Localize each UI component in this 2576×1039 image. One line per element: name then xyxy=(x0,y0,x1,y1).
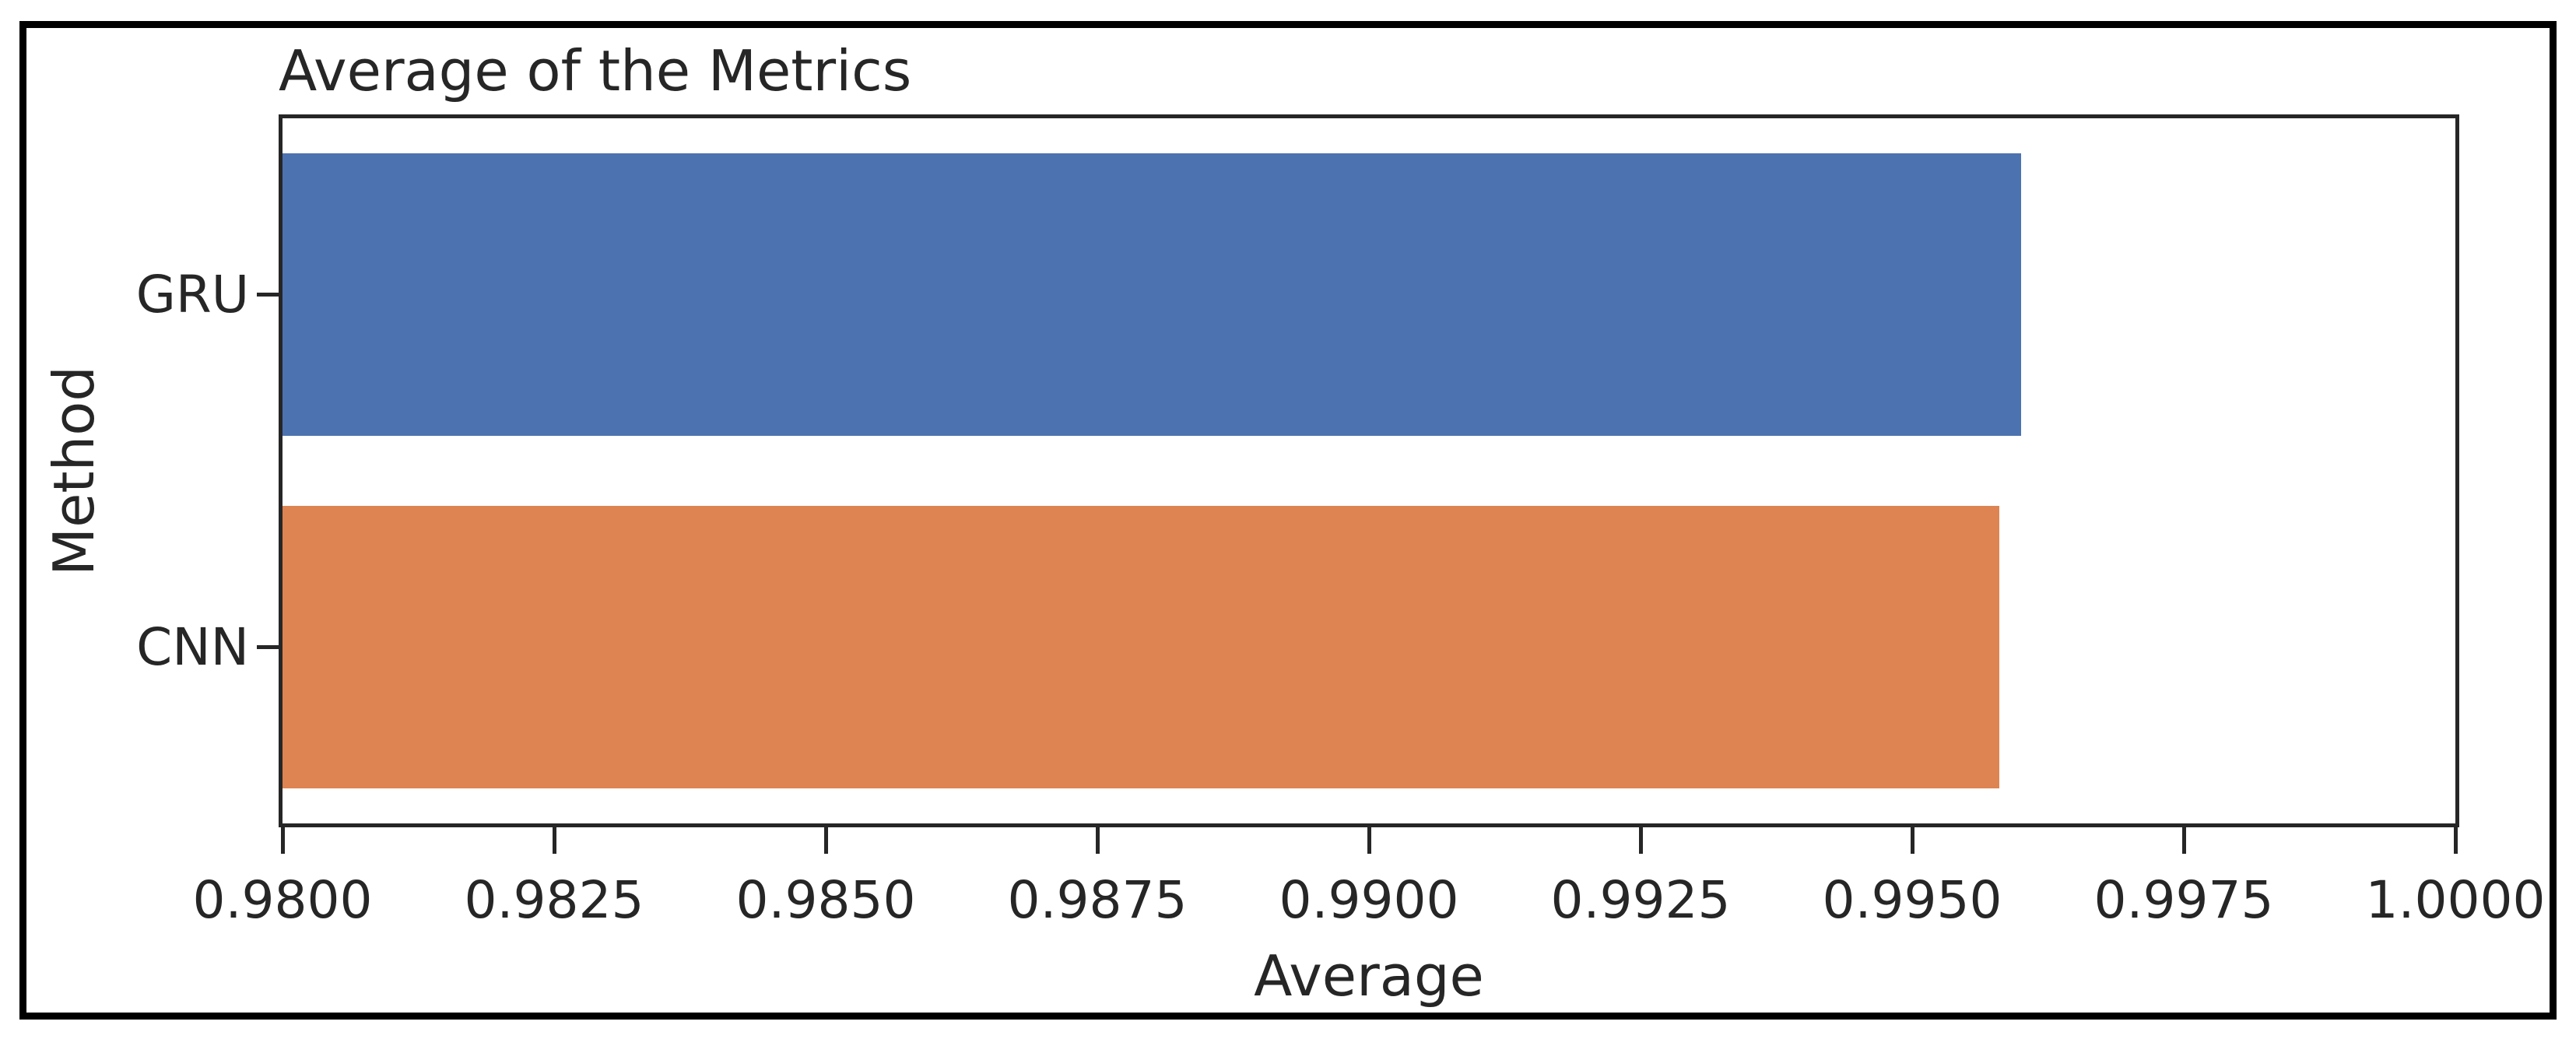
chart-title: Average of the Metrics xyxy=(279,38,912,104)
x-tick-label: 1.0000 xyxy=(2365,870,2546,930)
x-tick xyxy=(2181,827,2186,854)
x-tick xyxy=(552,827,556,854)
x-tick xyxy=(1367,827,1371,854)
x-tick xyxy=(823,827,828,854)
bar-gru xyxy=(283,153,2021,436)
x-axis-title: Average xyxy=(1254,943,1484,1009)
y-tick-label-gru: GRU xyxy=(135,264,249,325)
y-tick xyxy=(257,293,279,297)
x-tick-label: 0.9925 xyxy=(1550,870,1731,930)
bar-cnn xyxy=(283,506,1999,788)
x-tick-label: 0.9800 xyxy=(192,870,373,930)
x-tick xyxy=(280,827,285,854)
x-tick-label: 0.9850 xyxy=(735,870,916,930)
x-tick-label: 0.9975 xyxy=(2093,870,2274,930)
x-tick xyxy=(2453,827,2458,854)
y-tick-label-cnn: CNN xyxy=(136,616,249,677)
x-tick xyxy=(1095,827,1100,854)
x-tick-label: 0.9875 xyxy=(1007,870,1188,930)
y-tick xyxy=(257,645,279,649)
x-tick-label: 0.9900 xyxy=(1279,870,1459,930)
x-tick xyxy=(1910,827,1914,854)
x-tick-label: 0.9950 xyxy=(1822,870,2002,930)
x-tick xyxy=(1638,827,1643,854)
figure-border xyxy=(19,21,2557,1020)
x-tick-label: 0.9825 xyxy=(464,870,644,930)
plot-area xyxy=(279,114,2459,827)
y-axis-title: Method xyxy=(41,365,107,577)
